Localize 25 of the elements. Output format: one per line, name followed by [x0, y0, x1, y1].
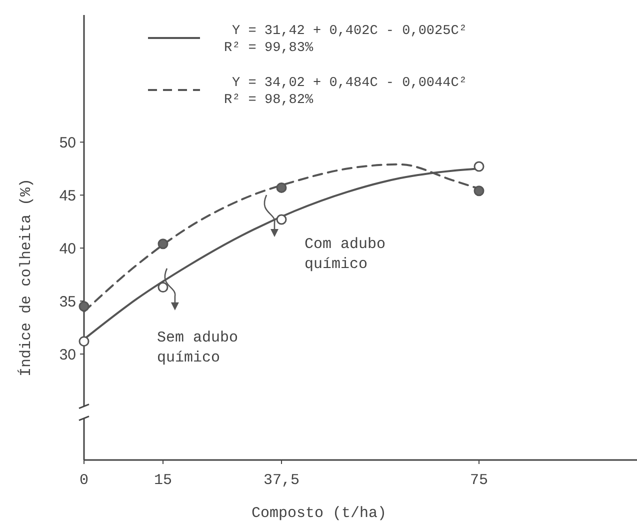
legend-label: Y = 34,02 + 0,484C - 0,0044C²	[232, 76, 467, 91]
y-tick-label: 35	[59, 293, 76, 310]
point	[474, 161, 484, 172]
point	[158, 282, 168, 293]
legend-label: Y = 31,42 + 0,402C - 0,0025C²	[232, 24, 467, 39]
y-axis-title: Índice de colheita (%)	[17, 178, 35, 377]
x-tick-label: 0	[79, 472, 89, 489]
point	[276, 214, 287, 225]
annotation: R² = 98,82%	[224, 93, 314, 108]
point	[474, 186, 484, 196]
y-tick-label: 50	[59, 134, 76, 152]
x-tick-label: 15	[154, 472, 172, 489]
annotation: R² = 99,83%	[224, 41, 314, 56]
y-tick-label: 30	[59, 346, 76, 364]
point	[276, 182, 287, 193]
y-tick-label: 45	[59, 187, 76, 204]
x-axis-title: Composto (t/ha)	[251, 505, 387, 522]
x-tick-label: 37,5	[263, 472, 300, 489]
annotation: Com adubo químico	[304, 236, 386, 273]
point	[158, 238, 168, 250]
x-tick-label: 75	[470, 472, 488, 489]
annotation: Sem adubo químico	[156, 329, 238, 366]
point	[78, 301, 90, 312]
point	[78, 336, 90, 347]
y-tick-label: 40	[59, 240, 76, 258]
